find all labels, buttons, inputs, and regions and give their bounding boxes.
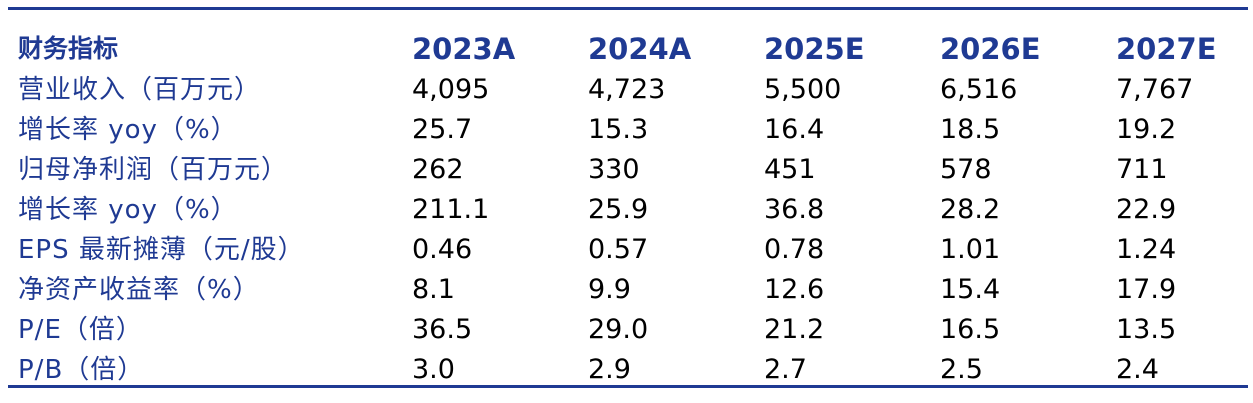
table-cell: 17.9 xyxy=(1116,274,1177,305)
table-cell: 711 xyxy=(1116,154,1168,185)
table-cell: 2.9 xyxy=(588,354,631,385)
table-cell: 16.5 xyxy=(940,314,1001,345)
table-row-net-profit: 归母净利润（百万元） 262 330 451 578 711 xyxy=(18,150,1238,190)
table-cell: 0.78 xyxy=(764,234,825,265)
table-cell: 29.0 xyxy=(588,314,649,345)
row-label: 增长率 yoy（%） xyxy=(18,115,238,145)
table-cell: 451 xyxy=(764,154,816,185)
financial-indicators-table: 财务指标 2023A 2024A 2025E 2026E 2027E 营业收入（… xyxy=(18,28,1238,390)
table-cell: 15.3 xyxy=(588,114,649,145)
table-cell: 13.5 xyxy=(1116,314,1177,345)
row-label: 归母净利润（百万元） xyxy=(18,155,289,185)
table-cell: 9.9 xyxy=(588,274,631,305)
table-body: 营业收入（百万元） 4,095 4,723 5,500 6,516 7,767 … xyxy=(18,70,1238,390)
row-label: 增长率 yoy（%） xyxy=(18,195,238,225)
table-top-rule xyxy=(8,7,1248,10)
row-label: 营业收入（百万元） xyxy=(18,75,262,105)
table-cell: 36.5 xyxy=(412,314,473,345)
table-cell: 25.7 xyxy=(412,114,473,145)
table-cell: 2.7 xyxy=(764,354,807,385)
table-cell: 12.6 xyxy=(764,274,825,305)
table-cell: 1.01 xyxy=(940,234,1001,265)
year-header-2025e: 2025E xyxy=(764,32,865,66)
table-row-pe: P/E（倍） 36.5 29.0 21.2 16.5 13.5 xyxy=(18,310,1238,350)
table-cell: 7,767 xyxy=(1116,74,1194,105)
year-header-2027e: 2027E xyxy=(1116,32,1217,66)
row-label: P/E（倍） xyxy=(18,315,143,345)
table-cell: 211.1 xyxy=(412,194,490,225)
table-cell: 18.5 xyxy=(940,114,1001,145)
header-label: 财务指标 xyxy=(18,34,119,63)
table-row-pb: P/B（倍） 3.0 2.9 2.7 2.5 2.4 xyxy=(18,350,1238,390)
table-cell: 2.5 xyxy=(940,354,983,385)
table-cell: 4,095 xyxy=(412,74,490,105)
year-header-2024a: 2024A xyxy=(588,32,692,66)
table-row-revenue-growth: 增长率 yoy（%） 25.7 15.3 16.4 18.5 19.2 xyxy=(18,110,1238,150)
table-cell: 578 xyxy=(940,154,992,185)
table-cell: 8.1 xyxy=(412,274,455,305)
row-label: 净资产收益率（%） xyxy=(18,275,260,305)
table-cell: 22.9 xyxy=(1116,194,1177,225)
table-bottom-rule xyxy=(8,385,1248,388)
year-header-2023a: 2023A xyxy=(412,32,516,66)
table-cell: 262 xyxy=(412,154,464,185)
table-cell: 0.46 xyxy=(412,234,473,265)
table-cell: 16.4 xyxy=(764,114,825,145)
table-row-net-profit-growth: 增长率 yoy（%） 211.1 25.9 36.8 28.2 22.9 xyxy=(18,190,1238,230)
table-cell: 0.57 xyxy=(588,234,649,265)
year-header-2026e: 2026E xyxy=(940,32,1041,66)
header-row: 财务指标 2023A 2024A 2025E 2026E 2027E xyxy=(18,28,1238,70)
table-cell: 1.24 xyxy=(1116,234,1177,265)
table-cell: 15.4 xyxy=(940,274,1001,305)
table-cell: 6,516 xyxy=(940,74,1018,105)
row-label: P/B（倍） xyxy=(18,355,145,385)
table-cell: 19.2 xyxy=(1116,114,1177,145)
table-cell: 5,500 xyxy=(764,74,842,105)
table-cell: 4,723 xyxy=(588,74,666,105)
table-cell: 28.2 xyxy=(940,194,1001,225)
table-header: 财务指标 2023A 2024A 2025E 2026E 2027E xyxy=(18,28,1238,70)
row-label: EPS 最新摊薄（元/股） xyxy=(18,235,305,265)
table-cell: 36.8 xyxy=(764,194,825,225)
table-cell: 3.0 xyxy=(412,354,455,385)
table-cell: 25.9 xyxy=(588,194,649,225)
table-cell: 21.2 xyxy=(764,314,825,345)
table-row-eps: EPS 最新摊薄（元/股） 0.46 0.57 0.78 1.01 1.24 xyxy=(18,230,1238,270)
table-cell: 2.4 xyxy=(1116,354,1159,385)
table-row-roe: 净资产收益率（%） 8.1 9.9 12.6 15.4 17.9 xyxy=(18,270,1238,310)
table-row-revenue: 营业收入（百万元） 4,095 4,723 5,500 6,516 7,767 xyxy=(18,70,1238,110)
table-cell: 330 xyxy=(588,154,640,185)
